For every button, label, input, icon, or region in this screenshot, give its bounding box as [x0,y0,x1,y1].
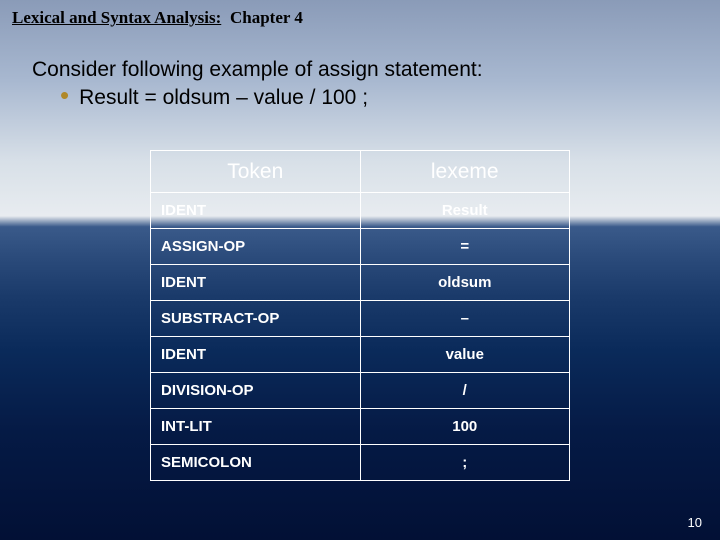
bullet-icon: • [60,85,69,106]
token-cell: SUBSTRACT-OP [151,301,361,337]
header-chapter: Chapter 4 [230,8,303,28]
table-header-row: Token lexeme [151,151,570,193]
token-cell: IDENT [151,265,361,301]
header-title: Lexical and Syntax Analysis: [12,8,221,28]
token-cell: IDENT [151,337,361,373]
bullet-row: • Result = oldsum – value / 100 ; [60,84,700,112]
table-row: ASSIGN-OP = [151,229,570,265]
table-row: IDENT value [151,337,570,373]
lexeme-cell: / [360,373,570,409]
bullet-text: Result = oldsum – value / 100 ; [79,84,368,112]
lexeme-cell: 100 [360,409,570,445]
table-row: IDENT Result [151,193,570,229]
token-cell: SEMICOLON [151,445,361,481]
lexeme-cell: oldsum [360,265,570,301]
token-table: Token lexeme IDENT Result ASSIGN-OP = ID… [150,150,570,481]
lexeme-cell: = [360,229,570,265]
token-cell: ASSIGN-OP [151,229,361,265]
table-row: DIVISION-OP / [151,373,570,409]
page-number: 10 [688,515,702,530]
col-header-token: Token [151,151,361,193]
lexeme-cell: ; [360,445,570,481]
token-cell: INT-LIT [151,409,361,445]
table-row: IDENT oldsum [151,265,570,301]
intro-line: Consider following example of assign sta… [32,56,700,84]
table-row: INT-LIT 100 [151,409,570,445]
lexeme-cell: Result [360,193,570,229]
token-cell: IDENT [151,193,361,229]
col-header-lexeme: lexeme [360,151,570,193]
table-row: SUBSTRACT-OP – [151,301,570,337]
token-cell: DIVISION-OP [151,373,361,409]
lexeme-cell: value [360,337,570,373]
slide: Lexical and Syntax Analysis: Chapter 4 C… [0,0,720,540]
table-row: SEMICOLON ; [151,445,570,481]
token-table-wrap: Token lexeme IDENT Result ASSIGN-OP = ID… [150,150,570,481]
lexeme-cell: – [360,301,570,337]
intro-block: Consider following example of assign sta… [32,56,700,113]
